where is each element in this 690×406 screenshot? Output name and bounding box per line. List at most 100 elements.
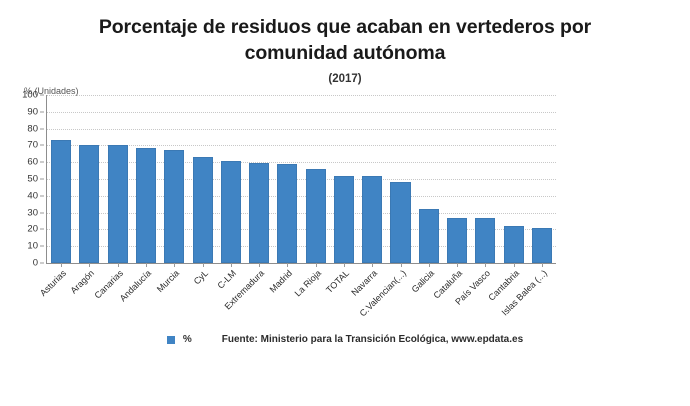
y-axis-tick-label: 100: [22, 89, 38, 101]
bar-arag-n[interactable]: [79, 145, 100, 263]
x-axis-tick-mark: [89, 263, 91, 267]
source-attribution: Fuente: Ministerio para la Transición Ec…: [221, 334, 524, 345]
y-axis-tick-label: 40: [27, 190, 38, 202]
bar-galicia[interactable]: [418, 209, 439, 263]
bar-series: [47, 95, 556, 267]
x-axis-tick-mark: [117, 263, 119, 267]
y-axis-tick-mark: [40, 228, 44, 230]
bar-slot: [302, 95, 330, 267]
x-axis-tick-mark: [259, 263, 261, 267]
x-axis-label-cyl: CyL: [191, 268, 210, 287]
gridline: [47, 128, 556, 131]
bar-pa-s-vasco[interactable]: [475, 217, 496, 263]
bar-slot: [273, 95, 301, 267]
y-axis-tick-mark: [40, 144, 44, 146]
y-axis-tick-mark: [40, 128, 44, 130]
x-axis-tick-mark: [343, 263, 345, 267]
y-axis-tick-label: 10: [27, 240, 38, 252]
x-label-slot: Murcia: [155, 266, 188, 326]
bar-catalu-a[interactable]: [447, 217, 468, 263]
bar-c-lm[interactable]: [220, 161, 241, 263]
x-label-slot: Islas Balea (...): [499, 266, 556, 326]
y-axis-tick-mark: [40, 262, 44, 264]
bar-islas-balea[interactable]: [531, 227, 552, 263]
bar-slot: [160, 95, 188, 267]
x-axis-tick-mark: [457, 263, 459, 267]
x-label-slot: Andalucía: [118, 266, 160, 326]
bar-murcia[interactable]: [164, 150, 185, 263]
bar-slot: [415, 95, 443, 267]
bar-slot: [188, 95, 216, 267]
bar-slot: [75, 95, 103, 267]
x-axis-tick-mark: [174, 263, 176, 267]
x-axis-tick-mark: [428, 263, 430, 267]
y-axis-tick-label: 0: [32, 257, 38, 269]
y-axis-tick-mark: [40, 178, 44, 180]
bar-navarra[interactable]: [362, 176, 383, 263]
y-axis-tick-mark: [40, 245, 44, 247]
x-axis-line: [46, 263, 556, 264]
bar-slot: [528, 95, 556, 267]
bar-total[interactable]: [333, 175, 354, 263]
bar-slot: [47, 95, 75, 267]
x-axis-label-asturias: Asturias: [38, 268, 69, 299]
gridline: [47, 111, 556, 114]
bar-extremadura[interactable]: [249, 163, 270, 263]
bar-slot: [245, 95, 273, 267]
plot-wrapper: 100 90 80 70 60 50 40 30 20 10 0: [0, 90, 690, 270]
plot-area: [47, 95, 556, 267]
gridline: [47, 162, 556, 164]
gridline: [47, 195, 556, 198]
x-axis-tick-mark: [485, 263, 487, 267]
bar-la-rioja[interactable]: [305, 168, 326, 263]
bar-slot: [132, 95, 160, 267]
legend-swatch-icon: [166, 335, 175, 344]
bar-slot: [104, 95, 132, 267]
bar-slot: [217, 95, 245, 267]
x-axis-tick-mark: [315, 263, 317, 267]
bar-andaluc-a[interactable]: [135, 147, 157, 263]
y-axis-tick-label: 50: [27, 173, 38, 185]
y-axis-tick-mark: [40, 94, 44, 96]
y-axis-tick-label: 30: [27, 207, 38, 219]
x-axis-labels: Asturias Aragón Canarias Andalucía Murcia CyL…: [38, 266, 556, 326]
gridline: [47, 95, 556, 97]
x-axis-tick-mark: [230, 263, 232, 267]
y-axis-tick-mark: [40, 195, 44, 197]
bar-slot: [443, 95, 471, 267]
bar-slot: [330, 95, 358, 267]
gridline: [47, 212, 556, 215]
y-axis-line: [46, 95, 47, 263]
bar-madrid[interactable]: [277, 163, 298, 263]
y-axis: 100 90 80 70 60 50 40 30 20 10 0: [0, 90, 46, 269]
bar-cyl[interactable]: [192, 157, 213, 263]
title-block: Porcentaje de residuos que acaban en ver…: [0, 0, 690, 85]
y-axis-tick-label: 20: [27, 223, 38, 235]
gridline: [47, 179, 556, 181]
bar-asturias[interactable]: [51, 140, 72, 263]
y-axis-tick-label: 80: [27, 123, 38, 135]
y-axis-tick-mark: [40, 212, 44, 214]
x-label-slot: Asturias: [38, 266, 75, 326]
x-label-slot: CyL: [188, 266, 216, 326]
chart-legend-footer: % Fuente: Ministerio para la Transición …: [0, 334, 690, 345]
legend-series-label: %: [182, 334, 192, 345]
bar-canarias[interactable]: [107, 145, 128, 263]
bar-c-valencian[interactable]: [390, 182, 411, 263]
x-axis-tick-mark: [400, 263, 402, 267]
bar-slot: [358, 95, 386, 267]
bar-cantabria[interactable]: [503, 226, 524, 263]
x-axis-label-c-lm: C-LM: [215, 268, 238, 291]
y-axis-tick-label: 60: [27, 156, 38, 168]
x-axis-tick-mark: [513, 263, 515, 267]
x-axis-tick-mark: [145, 263, 147, 267]
y-axis-tick-label: 70: [27, 139, 38, 151]
x-label-slot: C.Valencian(...): [357, 266, 414, 326]
gridline: [47, 145, 556, 147]
chart-subtitle: (2017): [328, 73, 362, 85]
y-axis-tick-mark: [40, 111, 44, 113]
page-title: Porcentaje de residuos que acaban en ver…: [98, 16, 592, 64]
gridline: [47, 229, 556, 231]
x-axis-tick-mark: [287, 263, 289, 267]
